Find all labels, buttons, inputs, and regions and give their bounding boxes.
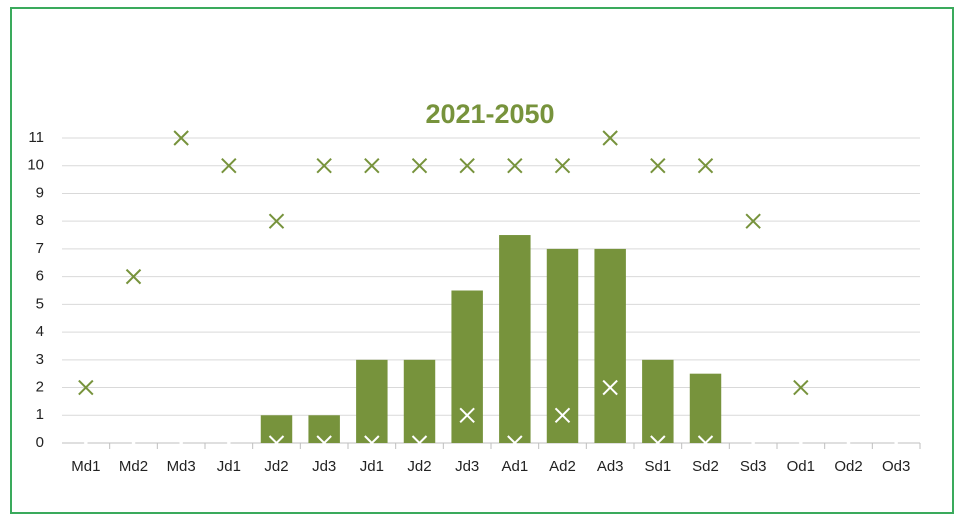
marker — [78, 379, 94, 396]
marker — [459, 158, 475, 174]
x-tick-label: Od2 — [834, 458, 862, 475]
x-tick-label: Jd1 — [360, 458, 384, 475]
y-tick-label: 5 — [36, 295, 44, 312]
marker — [221, 158, 237, 174]
marker — [840, 435, 857, 451]
x-tick-label: Jd3 — [312, 458, 336, 475]
marker — [745, 213, 761, 229]
x-tick-label: Jd3 — [455, 458, 479, 475]
marker — [125, 268, 142, 285]
marker — [507, 435, 523, 451]
bar — [689, 373, 722, 443]
y-tick-label: 10 — [27, 157, 44, 174]
bar — [451, 290, 483, 443]
y-tick-label: 3 — [36, 351, 44, 368]
y-tick-label: 2 — [36, 379, 44, 396]
x-tick-label: Od1 — [787, 458, 815, 475]
marker — [268, 435, 285, 451]
marker — [697, 158, 714, 174]
marker — [459, 407, 475, 423]
marker — [697, 435, 714, 451]
marker — [173, 435, 189, 451]
y-tick-label: 9 — [36, 184, 44, 201]
y-tick-label: 6 — [36, 268, 44, 285]
marker — [602, 130, 618, 146]
marker — [602, 379, 618, 396]
x-tick-label: Jd1 — [217, 458, 241, 475]
x-tick-label: Md2 — [119, 458, 148, 475]
marker — [221, 435, 237, 451]
bar — [499, 235, 531, 443]
marker — [507, 158, 523, 174]
bar — [642, 359, 674, 443]
bar — [356, 359, 388, 443]
x-tick-label: Md3 — [167, 458, 196, 475]
marker — [554, 407, 571, 423]
marker — [316, 158, 332, 174]
bar — [403, 359, 436, 443]
marker — [364, 435, 380, 451]
marker — [793, 379, 809, 396]
marker — [316, 435, 332, 451]
x-tick-label: Jd2 — [407, 458, 431, 475]
x-tick-label: Md1 — [71, 458, 100, 475]
y-tick-label: 8 — [36, 212, 44, 229]
marker — [745, 435, 761, 451]
y-tick-label: 4 — [36, 323, 44, 340]
x-tick-label: Sd1 — [644, 458, 671, 475]
bar — [546, 248, 579, 443]
x-tick-label: Od3 — [882, 458, 910, 475]
marker — [268, 213, 285, 229]
bar — [308, 415, 340, 443]
x-tick-label: Sd2 — [692, 458, 719, 475]
marker — [554, 158, 571, 174]
x-tick-label: Sd3 — [740, 458, 767, 475]
bar — [260, 415, 293, 443]
x-tick-label: Jd2 — [264, 458, 288, 475]
marker — [888, 435, 904, 451]
marker — [411, 435, 428, 451]
marker — [650, 158, 666, 174]
marker — [650, 435, 666, 451]
y-tick-label: 7 — [36, 240, 44, 257]
marker — [78, 435, 94, 451]
marker — [793, 435, 809, 451]
y-tick-label: 1 — [36, 406, 44, 423]
x-tick-label: Ad1 — [501, 458, 528, 475]
marker — [411, 158, 428, 174]
marker — [364, 158, 380, 174]
x-tick-label: Ad2 — [549, 458, 576, 475]
x-tick-label: Ad3 — [597, 458, 624, 475]
marker — [125, 435, 142, 451]
chart-title: 2021-2050 — [425, 99, 554, 129]
marker — [173, 130, 189, 146]
y-tick-label: 11 — [28, 129, 44, 146]
bar — [594, 248, 626, 443]
y-tick-label: 0 — [36, 434, 44, 451]
